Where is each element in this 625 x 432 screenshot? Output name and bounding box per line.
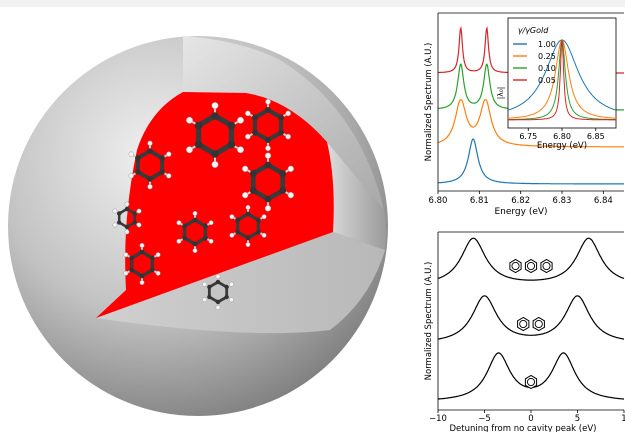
benzene-icon [541,260,552,273]
x-tick-label: 5 [575,414,580,424]
benzene-icon [510,260,521,273]
x-tick-label: 1 [621,414,625,424]
series-line-2 [438,296,624,339]
x-tick-label: 0 [528,414,533,424]
x-tick-label: −10 [429,414,447,424]
x-tick-label: −5 [478,414,491,424]
x-axis-label: Detuning from no cavity peak (eV) [450,424,597,432]
y-axis-label: Normalized Spectrum (A.U.) [424,262,434,381]
benzene-icon [525,260,536,273]
benzene-icon [518,318,529,331]
benzene-icon [533,318,544,331]
benzene-icon [525,376,536,389]
